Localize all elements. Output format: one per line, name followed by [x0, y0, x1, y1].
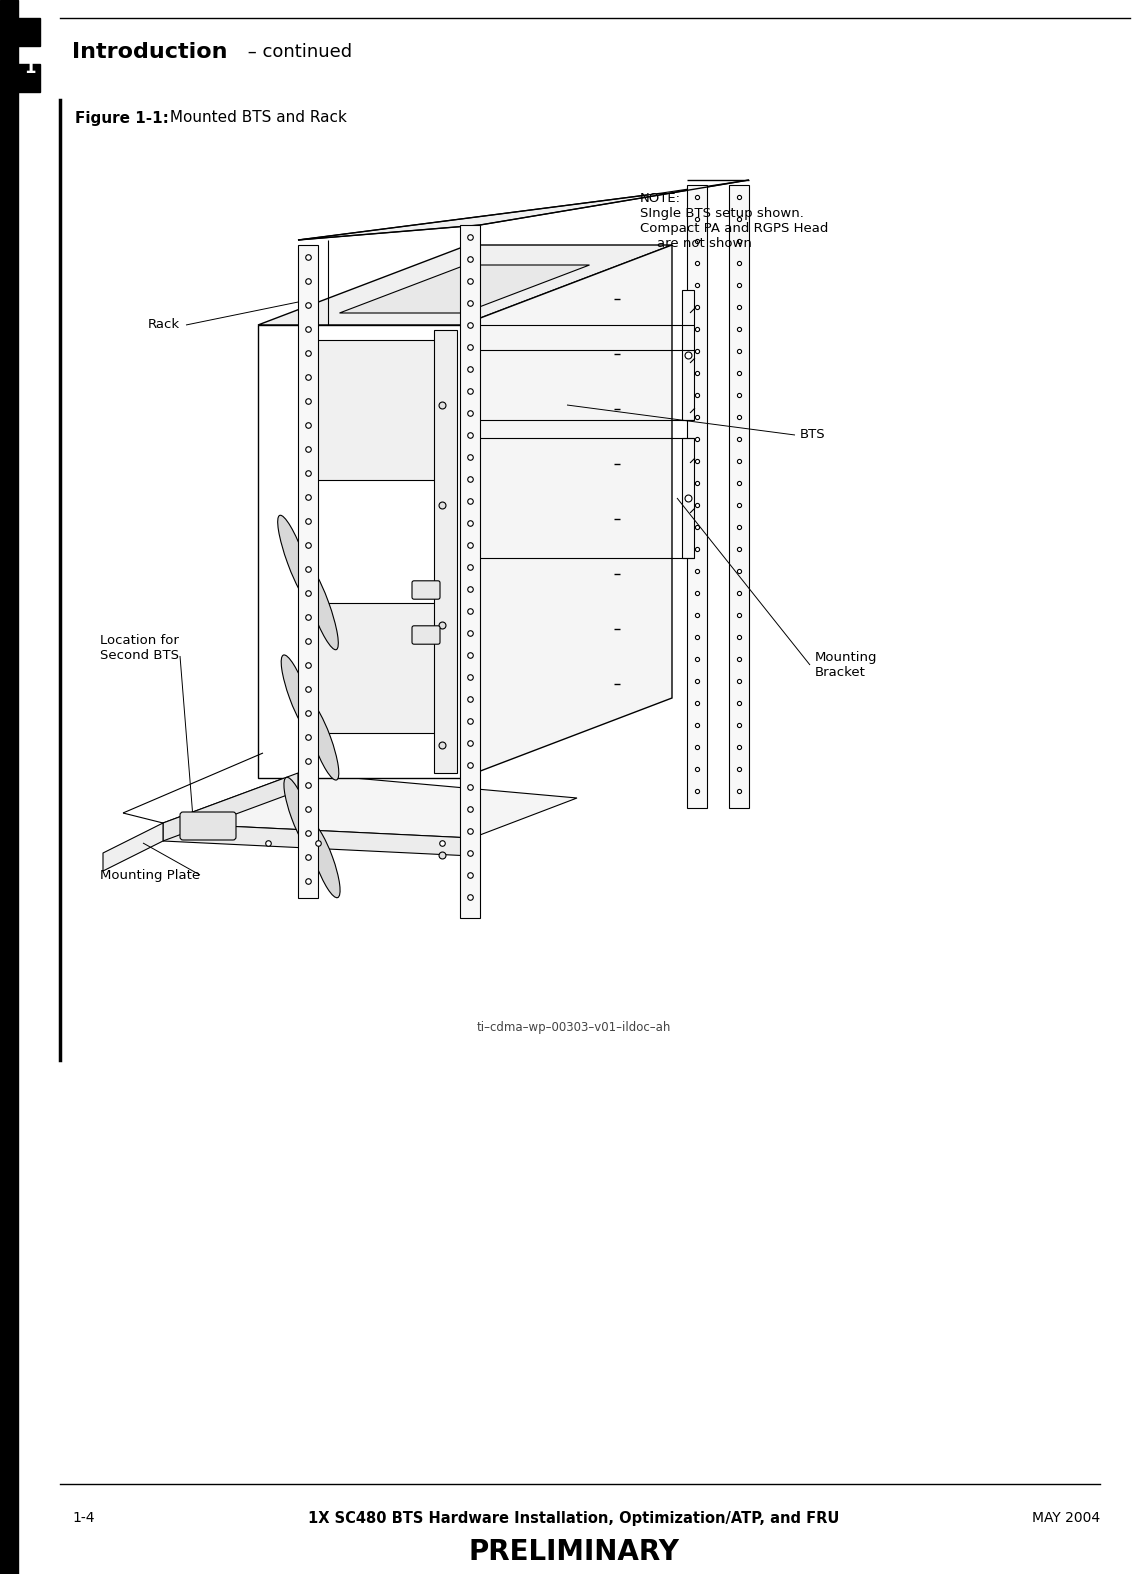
Text: MAY 2004: MAY 2004 [1032, 1511, 1100, 1525]
Text: PRELIMINARY: PRELIMINARY [468, 1538, 680, 1566]
Text: 1X SC480 BTS Hardware Installation, Optimization/ATP, and FRU: 1X SC480 BTS Hardware Installation, Opti… [309, 1511, 839, 1525]
Text: – continued: – continued [242, 42, 352, 61]
Bar [460, 225, 480, 918]
Polygon shape [163, 773, 298, 841]
Polygon shape [298, 179, 748, 239]
Ellipse shape [281, 655, 315, 735]
FancyBboxPatch shape [412, 626, 440, 644]
Bar [303, 603, 442, 733]
Polygon shape [163, 823, 472, 856]
Text: 1-4: 1-4 [72, 1511, 94, 1525]
FancyBboxPatch shape [412, 581, 440, 600]
Ellipse shape [278, 515, 315, 604]
Bar [0, 0, 18, 1574]
Text: Mounting Plate: Mounting Plate [100, 869, 200, 881]
Ellipse shape [308, 822, 340, 897]
Bar [687, 186, 707, 807]
Polygon shape [682, 438, 695, 559]
Text: 1: 1 [24, 58, 36, 77]
Text: BTS: BTS [800, 428, 825, 441]
Polygon shape [434, 331, 457, 773]
FancyBboxPatch shape [180, 812, 236, 841]
Text: Mounting
Bracket: Mounting Bracket [815, 652, 877, 678]
Polygon shape [258, 246, 672, 324]
Polygon shape [340, 264, 590, 313]
Text: ti–cdma–wp–00303–v01–ildoc–ah: ti–cdma–wp–00303–v01–ildoc–ah [476, 1022, 672, 1034]
Text: NOTE:
SIngle BTS setup shown.
Compact PA and RGPS Head
    are not shown: NOTE: SIngle BTS setup shown. Compact PA… [639, 192, 829, 250]
Bar [18, 65, 40, 91]
Polygon shape [258, 324, 461, 778]
Text: Location for
Second BTS: Location for Second BTS [100, 634, 179, 663]
Polygon shape [682, 290, 695, 420]
Polygon shape [461, 246, 672, 778]
Ellipse shape [284, 778, 316, 853]
Bar [298, 246, 318, 899]
Bar [729, 186, 748, 807]
Bar [18, 17, 40, 46]
Polygon shape [163, 773, 577, 837]
Bar [303, 340, 442, 480]
Ellipse shape [305, 700, 339, 781]
Text: Figure 1-1:: Figure 1-1: [75, 110, 169, 126]
Text: Mounted BTS and Rack: Mounted BTS and Rack [165, 110, 347, 126]
Ellipse shape [302, 560, 339, 650]
Polygon shape [103, 823, 163, 870]
Text: Rack: Rack [148, 318, 180, 332]
Text: Introduction: Introduction [72, 42, 227, 61]
